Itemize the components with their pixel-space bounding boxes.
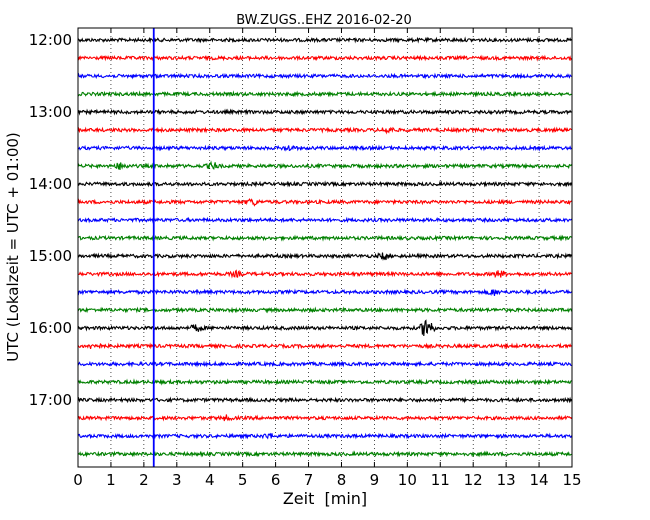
x-tick-label: 3 <box>172 471 182 489</box>
trace-15 <box>77 306 573 314</box>
x-tick-label: 4 <box>205 471 215 489</box>
x-axis-label: Zeit [min] <box>283 489 367 508</box>
trace-10 <box>77 216 572 224</box>
x-tick-label: 12 <box>464 471 483 489</box>
x-tick-label: 15 <box>562 471 581 489</box>
y-tick-label: 17:00 <box>29 391 72 409</box>
chart-title: BW.ZUGS..EHZ 2016-02-20 <box>236 13 412 28</box>
x-tick-label: 9 <box>370 471 380 489</box>
trace-11 <box>77 234 572 242</box>
y-tick-label: 14:00 <box>29 175 72 193</box>
trace-8 <box>77 180 573 188</box>
trace-18 <box>77 360 572 368</box>
x-tick-label: 6 <box>271 471 281 489</box>
trace-2 <box>77 72 572 80</box>
trace-20 <box>77 396 573 404</box>
x-tick-label: 7 <box>304 471 314 489</box>
x-tick-label: 1 <box>106 471 116 489</box>
trace-1 <box>77 54 572 62</box>
x-tick-label: 0 <box>73 471 83 489</box>
trace-19 <box>77 378 572 386</box>
trace-12 <box>77 252 572 262</box>
x-tick-label: 11 <box>431 471 450 489</box>
trace-17 <box>77 342 572 350</box>
trace-13 <box>77 269 572 279</box>
trace-3 <box>77 90 572 98</box>
trace-21 <box>77 414 572 422</box>
trace-23 <box>77 450 572 458</box>
trace-group <box>77 36 573 458</box>
trace-7 <box>77 160 572 171</box>
y-axis-ticks: 12:00 13:00 14:00 15:00 16:00 17:00 <box>29 31 572 409</box>
x-tick-label: 2 <box>139 471 149 489</box>
trace-4 <box>77 108 572 116</box>
trace-22 <box>77 432 573 440</box>
x-tick-label: 10 <box>398 471 417 489</box>
y-tick-label: 13:00 <box>29 103 72 121</box>
y-axis-label: UTC (Lokalzeit = UTC + 01:00) <box>4 132 22 362</box>
x-tick-label: 14 <box>530 471 549 489</box>
plot-frame <box>77 27 573 468</box>
x-tick-label: 8 <box>337 471 347 489</box>
y-tick-label: 16:00 <box>29 319 72 337</box>
trace-5 <box>77 126 572 135</box>
y-tick-label: 12:00 <box>29 31 72 49</box>
trace-9 <box>77 198 572 207</box>
y-tick-label: 15:00 <box>29 247 72 265</box>
trace-6 <box>77 144 572 152</box>
trace-16 <box>77 319 572 337</box>
x-tick-label: 5 <box>238 471 248 489</box>
trace-14 <box>77 288 572 296</box>
x-axis-ticks: 0 1 2 3 4 5 6 7 8 9 10 11 12 13 14 15 <box>73 28 582 489</box>
x-tick-label: 13 <box>497 471 516 489</box>
trace-0 <box>77 36 572 44</box>
